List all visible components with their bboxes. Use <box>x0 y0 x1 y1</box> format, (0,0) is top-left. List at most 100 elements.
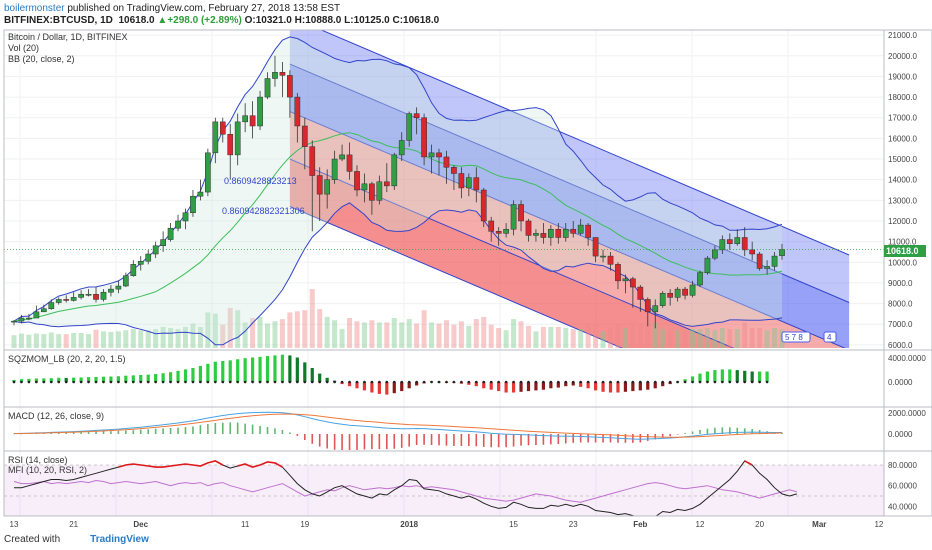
squeeze-dot <box>728 380 732 384</box>
bb-lower-line <box>13 202 783 346</box>
squeeze-dot <box>735 380 739 384</box>
squeeze-dot <box>646 380 650 384</box>
macd-histogram-bar <box>579 434 582 443</box>
candle-body <box>630 278 636 288</box>
squeeze-dot <box>765 380 769 384</box>
momentum-bar <box>646 382 650 390</box>
volume-bar <box>555 326 561 348</box>
candle-body <box>756 253 763 269</box>
momentum-bar <box>27 378 31 382</box>
volume-bar <box>518 321 524 348</box>
mfi-legend: MFI (10, 20, RSI, 2) <box>8 465 87 475</box>
volume-bar <box>503 330 509 348</box>
event-badges[interactable]: 5 7 8 4 <box>781 331 837 343</box>
volume-bar <box>361 322 367 348</box>
volume-bar <box>540 326 546 348</box>
volume-bar <box>63 334 69 348</box>
volume-bar <box>138 330 144 348</box>
squeeze-dot <box>415 380 418 384</box>
candle-body <box>383 181 390 187</box>
squeeze-dot <box>94 380 98 384</box>
momentum-bar <box>265 356 270 382</box>
momentum-bar <box>221 361 225 382</box>
price-axis-tick-label: 11000.0 <box>888 238 917 247</box>
macd-histogram-bar <box>266 427 269 434</box>
candle-body <box>659 292 666 306</box>
up-triangle-icon: ▲ <box>157 15 168 26</box>
chart-canvas[interactable]: 21000.0 20000.0 19000.0 18000.0 17000.0 16000… <box>0 28 932 532</box>
momentum-bar <box>228 360 232 382</box>
macd-histogram-bar <box>564 434 567 444</box>
squeeze-dot <box>653 380 657 384</box>
fib-label-lower: 0.860942882321306 <box>222 206 305 216</box>
volume-bar <box>496 328 502 348</box>
channel-line <box>289 111 846 348</box>
volume-bar <box>190 323 196 348</box>
macd-axis-label: 2000.0000 <box>888 409 926 418</box>
candle-body <box>212 121 219 154</box>
volume-bar <box>742 322 748 348</box>
fib-label-upper: 0.8609428823213 <box>224 176 297 186</box>
momentum-bar <box>362 382 367 391</box>
volume-bar <box>429 322 435 348</box>
candle-body <box>287 75 293 98</box>
volume-bar <box>443 320 449 348</box>
momentum-bar <box>549 382 553 389</box>
squeeze-dot <box>296 380 299 384</box>
momentum-bar <box>370 382 374 393</box>
bb-basis-line <box>13 132 783 322</box>
momentum-bar <box>556 382 560 388</box>
squeeze-dot <box>64 380 68 384</box>
momentum-bar <box>586 382 590 389</box>
momentum-bar <box>489 382 493 390</box>
time-axis-tick-label: 2018 <box>400 520 418 529</box>
volume-bar <box>637 323 643 348</box>
candle-body <box>93 294 99 300</box>
tradingview-logo[interactable]: TradingView <box>90 534 149 545</box>
volume-bar <box>324 316 330 348</box>
macd-histogram-bar <box>646 434 649 441</box>
volume-bar <box>33 333 39 348</box>
momentum-bar <box>474 382 478 387</box>
event-badge-2[interactable]: 4 <box>827 333 832 342</box>
momentum-bar <box>116 376 120 382</box>
candle-body <box>548 228 554 238</box>
momentum-bar <box>571 382 575 386</box>
volume-bar <box>317 309 323 348</box>
bollinger-bands <box>13 36 783 346</box>
momentum-bar <box>355 382 359 389</box>
macd-histogram-bar <box>281 429 284 434</box>
momentum-bar <box>526 382 531 392</box>
candle-body <box>577 224 584 234</box>
momentum-bar <box>303 362 307 382</box>
momentum-bar <box>601 382 605 392</box>
volume-bar <box>406 319 412 348</box>
squeeze-dot <box>340 380 344 384</box>
squeeze-dot <box>706 380 709 384</box>
event-badge-1[interactable]: 5 7 8 <box>785 333 803 342</box>
candle-body <box>190 195 196 213</box>
volume-bar <box>235 310 241 348</box>
sqz-legend: SQZMOM_LB (20, 2, 20, 1.5) <box>8 354 126 364</box>
macd-histogram-bar <box>333 434 336 450</box>
volume-bar <box>369 320 375 348</box>
momentum-bar <box>154 373 158 382</box>
volume-bar <box>115 331 121 348</box>
volume-bar <box>48 332 54 348</box>
volume-bar <box>309 289 315 348</box>
macd-histogram-bar <box>139 429 142 434</box>
squeeze-dot <box>243 380 247 384</box>
rsi-axis-label: 60.0000 <box>888 482 917 491</box>
macd-histogram-bar <box>490 434 493 448</box>
volume-bar <box>593 324 599 348</box>
squeeze-dot <box>527 380 530 384</box>
volume-bar <box>757 328 763 348</box>
momentum-bar <box>258 356 262 382</box>
momentum-bar <box>705 371 710 382</box>
squeeze-dot <box>639 380 642 384</box>
squeeze-dot <box>430 380 433 384</box>
volume-bar <box>749 328 755 348</box>
macd-histogram-bar <box>661 434 664 438</box>
author-name[interactable]: boilermonster <box>4 3 65 14</box>
momentum-bar <box>34 378 38 382</box>
